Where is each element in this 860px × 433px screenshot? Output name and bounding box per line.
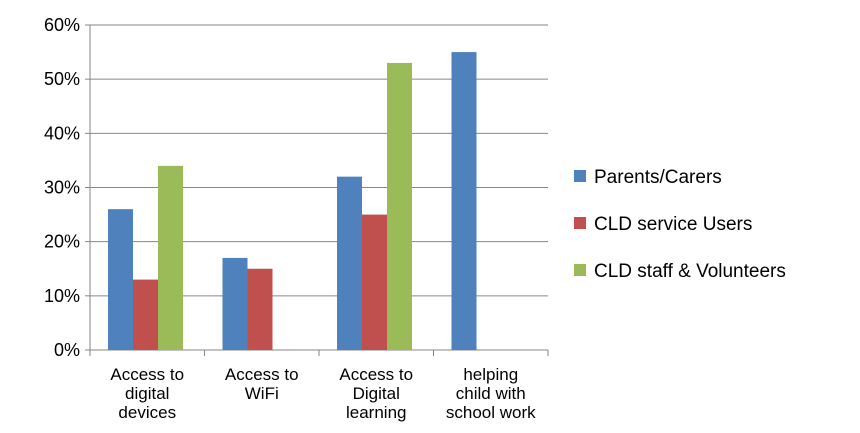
legend-swatch (574, 264, 586, 276)
legend-item: CLD staff & Volunteers (574, 261, 786, 282)
legend-label: CLD staff & Volunteers (594, 261, 786, 282)
bar-parents-carers (222, 257, 248, 350)
bar-cld-service-users (362, 214, 387, 350)
y-tick-label: 20% (44, 232, 80, 252)
legend-swatch (574, 170, 586, 182)
y-tick-label: 40% (44, 123, 80, 143)
x-category-label: Access to digital devices (110, 365, 184, 422)
y-tick-label: 30% (44, 178, 80, 198)
bar-cld-service-users (247, 268, 273, 350)
legend: Parents/Carers CLD service Users CLD staff… (574, 167, 786, 282)
y-tick-label: 0% (54, 340, 80, 360)
bar-cld-staff-volunteers (387, 62, 412, 351)
bar-cld-staff-volunteers (158, 165, 183, 350)
legend-swatch (574, 217, 586, 229)
bars (108, 52, 477, 351)
legend-item: Parents/Carers (574, 167, 722, 188)
y-tick-label: 50% (44, 69, 80, 89)
y-tick-label: 60% (44, 15, 80, 35)
legend-label: Parents/Carers (594, 167, 722, 188)
y-axis-tick-labels: 0% 10% 20% 30% 40% 50% 60% (44, 15, 80, 360)
x-category-label: Access to WiFi (225, 365, 299, 403)
bar-parents-carers (337, 176, 362, 350)
legend-item: CLD service Users (574, 214, 752, 235)
legend-label: CLD service Users (594, 214, 752, 235)
bar-parents-carers (108, 209, 133, 350)
y-tick-label: 10% (44, 286, 80, 306)
x-category-label: Access to Digital learning (339, 365, 413, 422)
bar-parents-carers (451, 52, 477, 350)
bar-cld-service-users (133, 279, 158, 350)
x-category-label: helping child with school work (446, 365, 536, 422)
x-axis-category-labels: Access to digital devices Access to WiFi Acce… (110, 365, 536, 422)
